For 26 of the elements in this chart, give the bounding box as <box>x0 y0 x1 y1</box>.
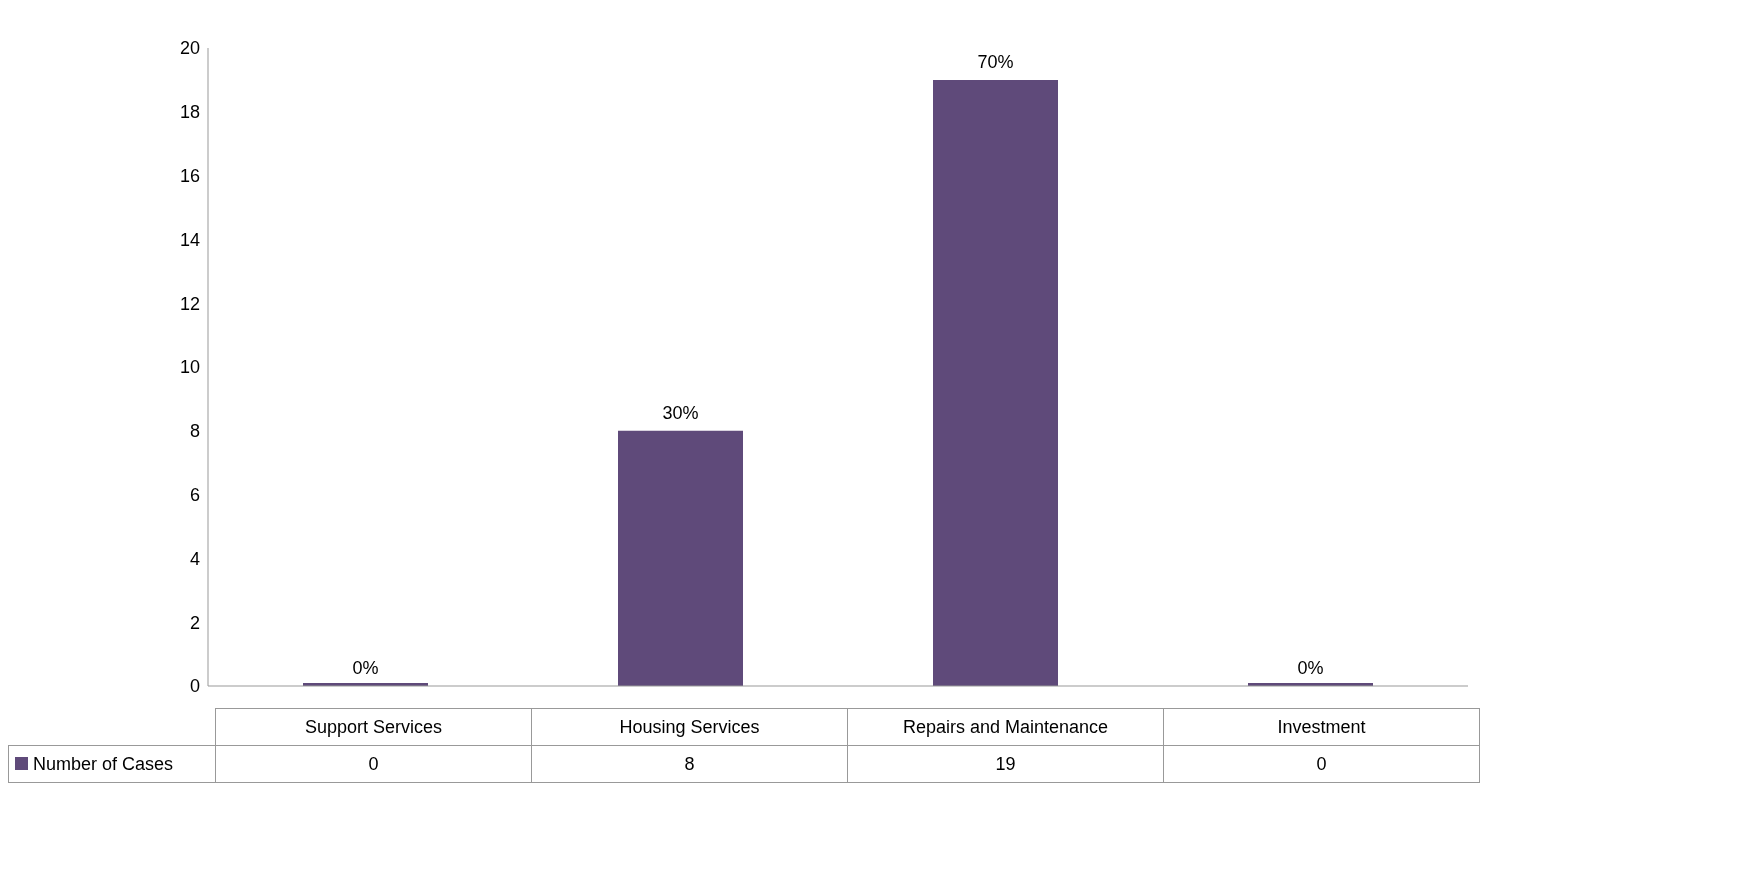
y-tick-label: 20 <box>179 38 200 59</box>
y-tick-label: 8 <box>189 421 200 442</box>
y-tick-label: 6 <box>189 484 200 505</box>
y-tick-label: 16 <box>179 165 200 186</box>
annotation: 30% <box>662 402 699 423</box>
y-tick-label: 0 <box>189 676 200 697</box>
x-tick-label: Repairs and Maintenance <box>847 708 1164 746</box>
x-tick-label: Support Services <box>215 708 532 746</box>
y-tick-label: 2 <box>189 612 200 633</box>
x-tick-label: Investment <box>1163 708 1480 746</box>
data-label: 0 <box>1163 745 1480 783</box>
data-label: 19 <box>847 745 1164 783</box>
y-tick-label: 12 <box>179 293 200 314</box>
annotation: 0% <box>1297 658 1324 678</box>
y-tick-label: 10 <box>179 357 200 378</box>
x-tick-label: Housing Services <box>531 708 848 746</box>
y-tick-label: 4 <box>189 548 200 569</box>
bar <box>618 430 743 686</box>
y-tick-label: 14 <box>179 229 200 250</box>
bar <box>933 79 1058 686</box>
data-label: 8 <box>531 745 848 783</box>
annotation: 0% <box>352 658 379 678</box>
data-label: 0 <box>215 745 532 783</box>
y-tick-label: 18 <box>179 102 200 123</box>
legend-label: Number of Cases <box>8 745 216 783</box>
annotation: 70% <box>977 51 1014 72</box>
